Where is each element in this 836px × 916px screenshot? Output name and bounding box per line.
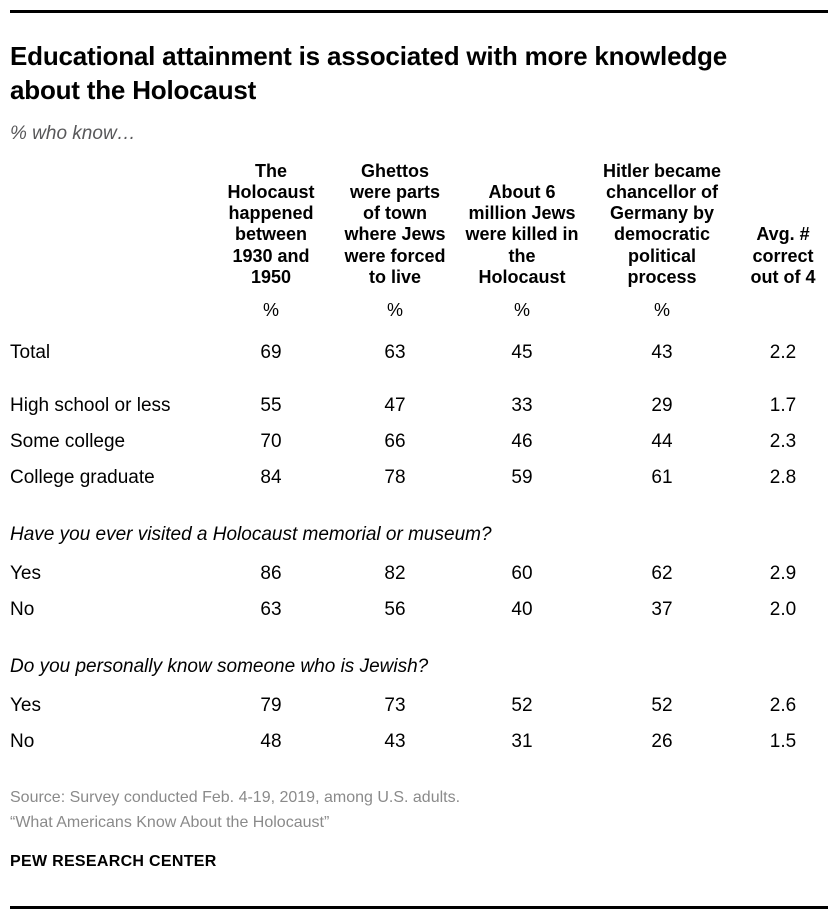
cell-value: 40 (511, 599, 533, 620)
page-title: Educational attainment is associated wit… (10, 41, 727, 105)
row-label: College graduate (10, 467, 155, 488)
cell-value: 55 (260, 395, 282, 416)
cell-value: 84 (260, 467, 282, 488)
cell-value: 47 (384, 395, 406, 416)
cell-value: 78 (384, 467, 406, 488)
subtitle: % who know… (10, 122, 136, 144)
section-header: Have you ever visited a Holocaust memori… (10, 524, 492, 545)
header-row: The Holocaust happened between 1930 and … (10, 161, 830, 292)
cell-value: 2.0 (769, 599, 797, 620)
unit-percent: % (513, 300, 530, 320)
row-label: No (10, 599, 35, 620)
cell-value: 37 (651, 599, 673, 620)
cell-value: 56 (384, 599, 406, 620)
cell-value: 44 (651, 431, 673, 452)
cell-value: 2.6 (769, 695, 797, 716)
cell-value: 62 (651, 563, 673, 584)
top-rule (10, 10, 828, 13)
table-row: Yes 79 73 52 52 2.6 (10, 688, 830, 724)
bottom-rule (10, 906, 828, 909)
cell-value: 79 (260, 695, 282, 716)
section-header: Do you personally know someone who is Je… (10, 656, 429, 677)
cell-value: 63 (384, 342, 406, 363)
section-row: Have you ever visited a Holocaust memori… (10, 496, 830, 556)
cell-value: 46 (511, 431, 533, 452)
row-label: High school or less (10, 395, 171, 416)
cell-value: 86 (260, 563, 282, 584)
table-row: High school or less 55 47 33 29 1.7 (10, 371, 830, 424)
row-label: Yes (10, 695, 41, 716)
cell-value: 48 (260, 731, 282, 752)
column-header: Ghettos were parts of town where Jews we… (344, 160, 446, 287)
data-table: The Holocaust happened between 1930 and … (10, 161, 830, 760)
cell-value: 52 (511, 695, 533, 716)
table-row: Some college 70 66 46 44 2.3 (10, 424, 830, 460)
table-row: Yes 86 82 60 62 2.9 (10, 556, 830, 592)
unit-cell (736, 292, 830, 335)
cell-value: 29 (651, 395, 673, 416)
cell-value: 1.7 (769, 395, 797, 416)
source-line: “What Americans Know About the Holocaust… (10, 813, 330, 831)
column-header: About 6 million Jews were killed in the … (465, 181, 579, 287)
row-label: Yes (10, 563, 41, 584)
cell-value: 1.5 (769, 731, 797, 752)
column-header: Avg. # correct out of 4 (750, 224, 816, 287)
row-label: Total (10, 342, 51, 363)
cell-value: 33 (511, 395, 533, 416)
cell-value: 82 (384, 563, 406, 584)
table-row: Total 69 63 45 43 2.2 (10, 335, 830, 371)
unit-row: % % % % (10, 292, 830, 335)
cell-value: 2.8 (769, 467, 797, 488)
cell-value: 70 (260, 431, 282, 452)
source-note: Source: Survey conducted Feb. 4-19, 2019… (10, 786, 828, 836)
cell-value: 2.2 (769, 342, 797, 363)
cell-value: 31 (511, 731, 533, 752)
row-label-header (10, 161, 208, 292)
cell-value: 69 (260, 342, 282, 363)
cell-value: 73 (384, 695, 406, 716)
table-row: No 63 56 40 37 2.0 (10, 592, 830, 628)
row-label: No (10, 731, 35, 752)
cell-value: 43 (384, 731, 406, 752)
cell-value: 2.9 (769, 563, 797, 584)
column-header: The Holocaust happened between 1930 and … (227, 160, 315, 287)
column-header: Hitler became chancellor of Germany by d… (602, 160, 722, 287)
cell-value: 61 (651, 467, 673, 488)
cell-value: 63 (260, 599, 282, 620)
table-row: College graduate 84 78 59 61 2.8 (10, 460, 830, 496)
cell-value: 66 (384, 431, 406, 452)
cell-value: 2.3 (769, 431, 797, 452)
cell-value: 45 (511, 342, 533, 363)
cell-value: 59 (511, 467, 533, 488)
cell-value: 60 (511, 563, 533, 584)
cell-value: 43 (651, 342, 673, 363)
table-row: No 48 43 31 26 1.5 (10, 724, 830, 760)
unit-percent: % (262, 300, 279, 320)
cell-value: 26 (651, 731, 673, 752)
unit-percent: % (386, 300, 403, 320)
brand-footer: PEW RESEARCH CENTER (10, 852, 217, 870)
source-line: Source: Survey conducted Feb. 4-19, 2019… (10, 789, 461, 806)
row-label: Some college (10, 431, 126, 452)
unit-percent: % (653, 300, 670, 320)
cell-value: 52 (651, 695, 673, 716)
section-row: Do you personally know someone who is Je… (10, 628, 830, 688)
unit-cell (10, 292, 208, 335)
